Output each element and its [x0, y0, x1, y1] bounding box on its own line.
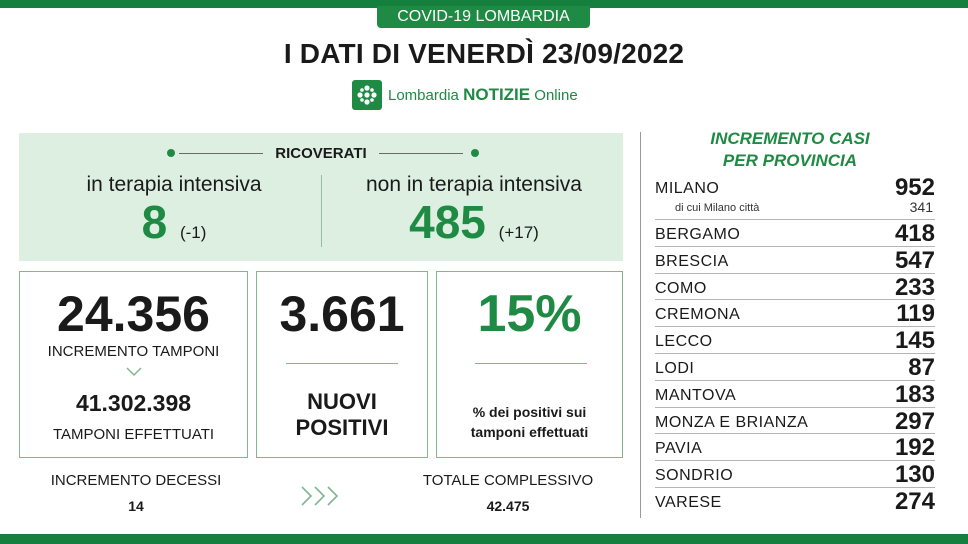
intensiva-block: in terapia intensiva 8 (-1): [59, 173, 289, 258]
bottom-accent-bar: [0, 534, 968, 544]
province-row: MANTOVA 183: [655, 381, 935, 408]
province-value: 183: [894, 380, 935, 408]
ricoverati-divider: [321, 175, 322, 247]
province-row: CREMONA 119: [655, 300, 935, 327]
province-row: BRESCIA 547: [655, 247, 935, 274]
nuovi-positivi-label-line2: POSITIVI: [295, 415, 389, 440]
province-name: CREMONA: [655, 306, 741, 324]
province-value: 192: [894, 434, 935, 462]
province-row: LODI 87: [655, 354, 935, 381]
ricoverati-panel: RICOVERATI in terapia intensiva 8 (-1) n…: [19, 133, 623, 261]
province-name: COMO: [655, 279, 707, 297]
province-value: 233: [894, 273, 935, 301]
tamponi-box: 24.356 INCREMENTO TAMPONI 41.302.398 TAM…: [19, 271, 248, 458]
province-row: COMO 233: [655, 274, 935, 301]
province-value: 130: [894, 461, 935, 489]
percentuale-label-line1: % dei positivi sui: [472, 404, 587, 420]
province-name: PAVIA: [655, 440, 703, 458]
totale-block: TOTALE COMPLESSIVO 42.475: [400, 472, 616, 514]
tamponi-total-value: 41.302.398: [75, 390, 192, 416]
intensiva-value: 8: [141, 196, 168, 248]
header-line-right: [379, 153, 463, 154]
intensiva-caption: in terapia intensiva: [86, 173, 262, 196]
province-row: MONZA E BRIANZA 297: [655, 408, 935, 435]
nuovi-positivi-box: 3.661 NUOVI POSITIVI: [256, 271, 428, 458]
province-sub-value: 341: [909, 199, 933, 215]
province-name: LECCO: [655, 333, 713, 351]
logo-text-bold: NOTIZIE: [463, 85, 531, 104]
totale-label: TOTALE COMPLESSIVO: [422, 472, 594, 489]
percentuale-box: 15% % dei positivi sui tamponi effettuat…: [436, 271, 623, 458]
decessi-label: INCREMENTO DECESSI: [50, 472, 222, 489]
province-value: 87: [908, 353, 935, 381]
decessi-value: 14: [128, 498, 144, 514]
brand-logo: Lombardia NOTIZIE Online: [352, 80, 578, 110]
column-divider: [640, 132, 641, 518]
province-value: 418: [894, 220, 935, 247]
percentuale-label-line2: tamponi effettuati: [470, 424, 589, 440]
province-row: PAVIA 192: [655, 434, 935, 461]
non-intensiva-delta: (+17): [498, 223, 539, 242]
logo-wordmark: Lombardia NOTIZIE Online: [388, 85, 578, 105]
ricoverati-header: RICOVERATI: [19, 145, 623, 162]
province-title-line2: PER PROVINCIA: [722, 151, 858, 170]
nuovi-positivi-label-line1: NUOVI: [307, 389, 377, 414]
region-logo-icon: [352, 80, 382, 110]
province-name: MANTOVA: [655, 386, 737, 404]
province-name: MILANO: [655, 180, 720, 197]
province-sub-label: di cui Milano città: [675, 202, 760, 214]
intensiva-delta: (-1): [179, 223, 207, 242]
province-value: 274: [894, 487, 935, 515]
non-intensiva-figure: 485 (+17): [339, 197, 609, 258]
tamponi-increment-label: INCREMENTO TAMPONI: [47, 343, 220, 360]
header-line-left: [179, 153, 263, 154]
province-value: 119: [896, 300, 935, 328]
province-name: MONZA E BRIANZA: [655, 413, 809, 431]
province-row: SONDRIO 130: [655, 461, 935, 488]
province-value: 297: [894, 407, 935, 435]
province-row: BERGAMO 418: [655, 220, 935, 247]
top-accent-bar: [0, 0, 968, 8]
logo-text-regular: Lombardia: [388, 87, 459, 104]
nuovi-positivi-value: 3.661: [279, 286, 405, 342]
province-name: SONDRIO: [655, 467, 734, 485]
topic-badge: COVID-19 LOMBARDIA: [377, 6, 590, 28]
province-name: LODI: [655, 359, 695, 377]
province-row: VARESE 274: [655, 488, 935, 515]
non-intensiva-value: 485: [409, 196, 486, 248]
logo-text-suffix: Online: [534, 87, 578, 104]
province-title: INCREMENTO CASI PER PROVINCIA: [660, 128, 920, 172]
tamponi-increment-value: 24.356: [57, 286, 210, 342]
province-list: MILANO 952 di cui Milano città 341 BERGA…: [655, 174, 935, 515]
province-name: BRESCIA: [655, 252, 729, 270]
totale-value: 42.475: [486, 498, 530, 514]
nuovi-positivi-label: NUOVI POSITIVI: [257, 389, 427, 441]
header-dot-right: [471, 149, 479, 157]
percentuale-divider: [475, 363, 587, 364]
chevron-down-icon: [126, 364, 142, 382]
non-intensiva-caption: non in terapia intensiva: [366, 173, 582, 196]
tamponi-total-label: TAMPONI EFFETTUATI: [52, 426, 215, 443]
ricoverati-label: RICOVERATI: [275, 145, 367, 162]
percentuale-value: 15%: [477, 285, 582, 343]
positivi-divider: [286, 363, 398, 364]
chevron-right-icon: [300, 484, 348, 513]
non-intensiva-block: non in terapia intensiva 485 (+17): [339, 173, 609, 258]
percentuale-label: % dei positivi sui tamponi effettuati: [437, 402, 622, 442]
province-name: VARESE: [655, 493, 722, 511]
intensiva-figure: 8 (-1): [59, 197, 289, 258]
province-value: 952: [894, 174, 935, 201]
decessi-block: INCREMENTO DECESSI 14: [20, 472, 252, 514]
page-title: I DATI DI VENERDÌ 23/09/2022: [283, 38, 685, 69]
province-title-line1: INCREMENTO CASI: [710, 129, 870, 148]
province-name: BERGAMO: [655, 226, 741, 243]
province-value: 547: [894, 246, 935, 274]
province-row: MILANO 952 di cui Milano città 341: [655, 174, 935, 220]
province-value: 145: [894, 327, 935, 355]
header-dot-left: [167, 149, 175, 157]
province-row: LECCO 145: [655, 327, 935, 354]
